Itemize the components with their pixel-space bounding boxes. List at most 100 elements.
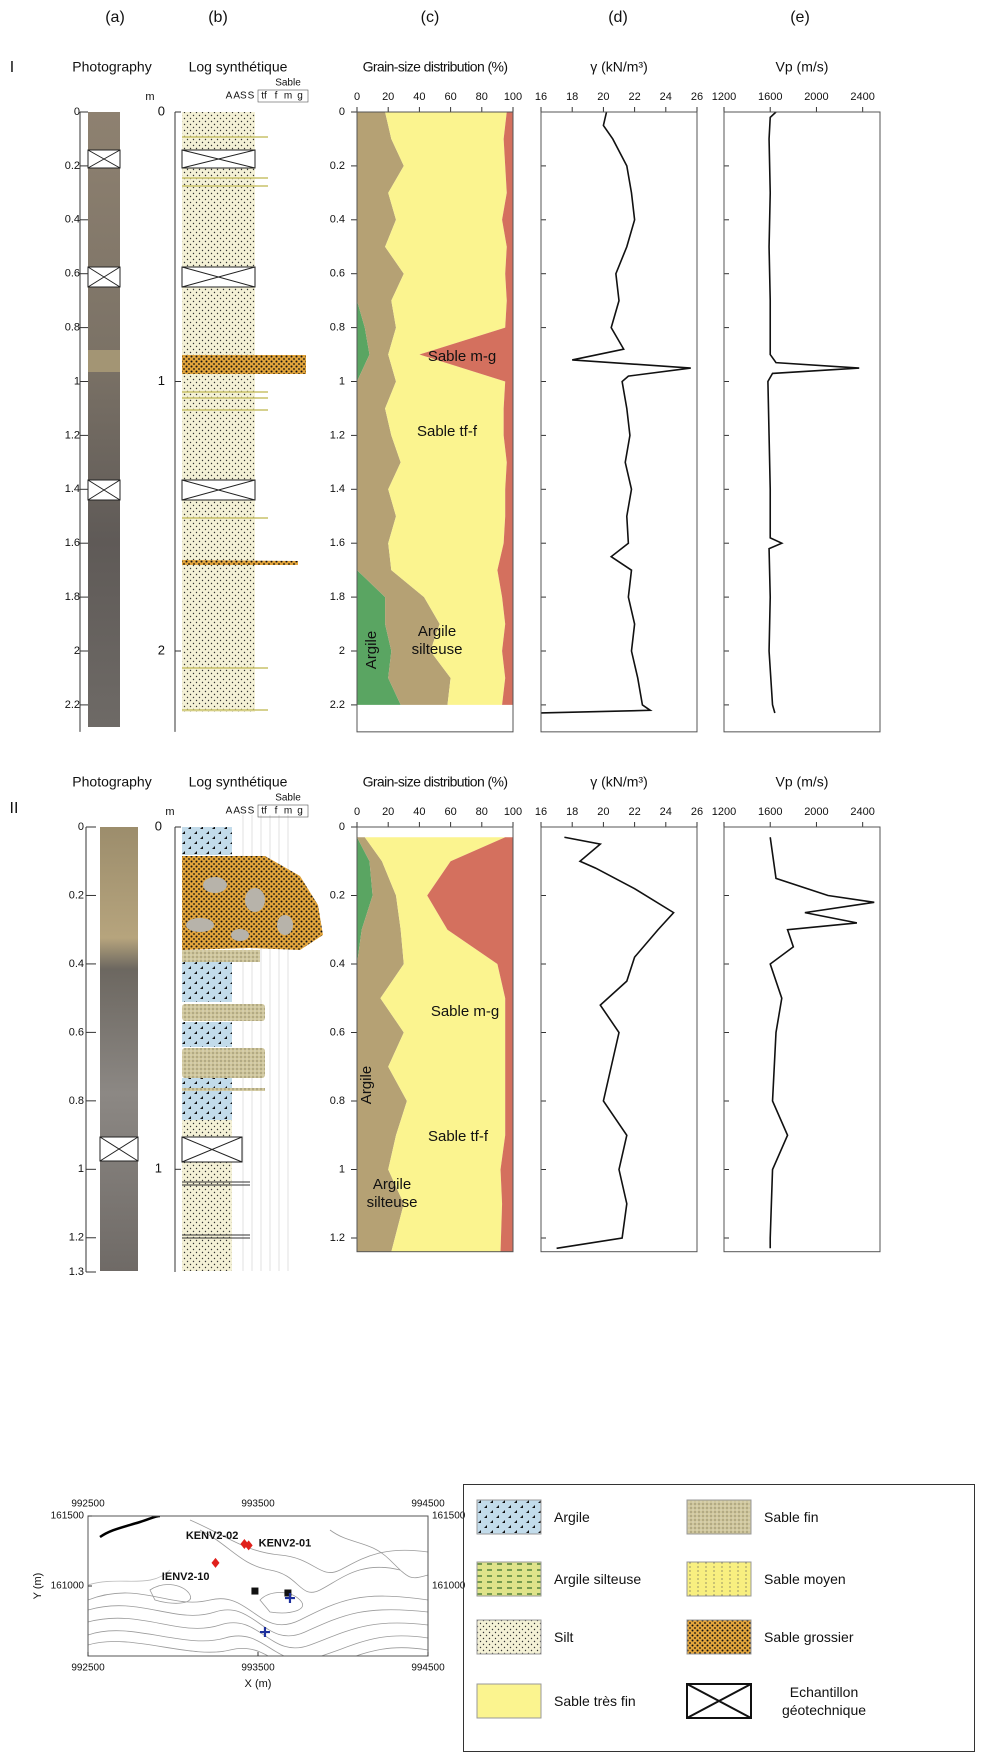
depth-tick-label: 0.4 (69, 958, 84, 970)
depth-tick-label: 0.2 (330, 889, 345, 901)
depth-tick-label: 1.3 (69, 1266, 84, 1278)
x-tick-label: 994500 (411, 1499, 445, 1510)
y-tick-label: 161000 (51, 1581, 85, 1592)
depth-tick-label: 2 (339, 645, 345, 657)
log-unit: m (165, 806, 174, 818)
legend-label: Argile (554, 1509, 590, 1525)
legend-label: Sable moyen (764, 1571, 846, 1587)
log-group-label: Sable (275, 793, 301, 804)
depth-tick-label: 0.8 (330, 1095, 345, 1107)
value-tick-label: 1200 (712, 806, 736, 818)
depth-tick-label: 0 (339, 106, 345, 118)
value-tick-label: 80 (476, 91, 488, 103)
legend-label: Argile silteuse (554, 1571, 642, 1587)
depth-tick-label: 0.4 (330, 958, 345, 970)
chart-title: γ (kN/m³) (590, 59, 648, 75)
value-tick-label: 22 (628, 91, 640, 103)
legend-swatch (686, 1683, 752, 1719)
panel-label: I (10, 59, 14, 76)
column-label: (d) (608, 9, 628, 26)
log-column-label: AS (233, 91, 247, 102)
legend-label: Sable fin (764, 1509, 819, 1525)
depth-tick-label: 0.4 (330, 214, 345, 226)
log-tick-label: 1 (155, 1161, 162, 1176)
data-line (767, 111, 860, 714)
area-segment (427, 837, 513, 1252)
log-column-label: S (248, 806, 255, 817)
depth-tick-label: 1.2 (330, 1232, 345, 1244)
value-tick-label: 2000 (804, 91, 828, 103)
legend-swatch (686, 1561, 752, 1597)
log-unit: m (145, 91, 154, 103)
photo-title: Photography (72, 774, 151, 790)
value-tick-label: 20 (597, 91, 609, 103)
series-label: Argile silteuse (366, 1176, 418, 1211)
photo-title: Photography (72, 59, 151, 75)
legend-swatch (476, 1683, 542, 1719)
area-segment (357, 837, 373, 1252)
log-tick-label: 0 (155, 818, 162, 833)
column-label: (c) (421, 9, 440, 26)
y-tick-label: 161000 (432, 1581, 466, 1592)
log-tick-label: 0 (158, 103, 165, 118)
core-photo (87, 112, 121, 727)
data-line (540, 111, 691, 714)
x-tick-label: 993500 (241, 1663, 275, 1674)
log-tick-label: 1 (158, 373, 165, 388)
depth-tick-label: 0.2 (330, 160, 345, 172)
column-label: (e) (790, 9, 810, 26)
depth-tick-label: 1 (74, 375, 80, 387)
depth-tick-label: 2.2 (330, 699, 345, 711)
log-header-box (257, 804, 309, 818)
area-segment (357, 837, 407, 1252)
depth-tick-label: 0.2 (65, 160, 80, 172)
area-segment (357, 112, 401, 705)
value-tick-label: 26 (691, 91, 703, 103)
plot-frame (356, 826, 514, 1253)
log-column-label: tf (261, 806, 267, 817)
series-label: Sable m-g (430, 1003, 500, 1020)
legend-swatch (476, 1619, 542, 1655)
map-point (284, 1593, 295, 1604)
plot-frame (723, 826, 881, 1253)
series-label: Argile (363, 630, 380, 670)
depth-tick-label: 2.2 (65, 699, 80, 711)
series-label: Sable tf-f (427, 1128, 489, 1145)
legend: Argile Argile silteuse Silt Sable très fin S… (463, 1484, 975, 1752)
value-tick-label: 1200 (712, 91, 736, 103)
plot-frame (540, 111, 698, 733)
map-point (244, 1540, 253, 1551)
value-tick-label: 2400 (850, 91, 874, 103)
x-tick-label: 994500 (411, 1663, 445, 1674)
x-tick-label: 992500 (71, 1499, 105, 1510)
core-photo (99, 827, 139, 1271)
legend-swatch (476, 1499, 542, 1535)
area-segment (357, 112, 451, 705)
depth-tick-label: 1.4 (65, 483, 80, 495)
depth-tick-label: 1 (78, 1163, 84, 1175)
chart-title: Grain-size distribution (%) (363, 774, 508, 790)
map-point (284, 1589, 292, 1597)
depth-tick-label: 0.6 (330, 268, 345, 280)
series-label: Argile (358, 1065, 375, 1105)
depth-tick-label: 0.6 (69, 1026, 84, 1038)
y-tick-label: 161500 (51, 1511, 85, 1522)
series-label: Sable tf-f (416, 423, 478, 440)
log-column-label: f (275, 91, 278, 102)
y-axis-label: Y (m) (32, 1573, 44, 1600)
log-column-label: AS (233, 806, 247, 817)
value-tick-label: 100 (504, 806, 522, 818)
depth-tick-label: 1.2 (69, 1232, 84, 1244)
value-tick-label: 0 (354, 91, 360, 103)
log-title: Log synthétique (189, 59, 288, 75)
column-label: (a) (105, 9, 125, 26)
chart-title: Grain-size distribution (%) (363, 59, 508, 75)
log-column-label: tf (261, 91, 267, 102)
value-tick-label: 16 (535, 91, 547, 103)
legend-swatch (686, 1499, 752, 1535)
area-segment (419, 112, 513, 705)
depth-tick-label: 0.8 (65, 322, 80, 334)
lithology-log (181, 815, 323, 1271)
